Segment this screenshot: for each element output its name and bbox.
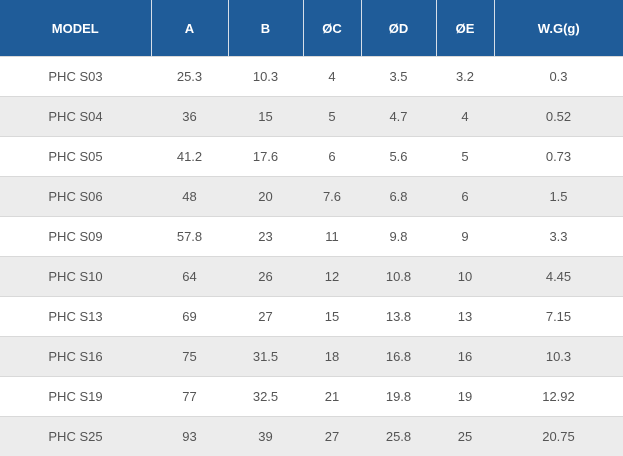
cell-diameter-e: 10 <box>436 257 494 297</box>
table-row: PHC S16 75 31.5 18 16.8 16 10.3 <box>0 337 623 377</box>
cell-b: 17.6 <box>228 137 303 177</box>
cell-diameter-d: 16.8 <box>361 337 436 377</box>
cell-diameter-c: 6 <box>303 137 361 177</box>
cell-diameter-d: 25.8 <box>361 417 436 456</box>
table-row: PHC S05 41.2 17.6 6 5.6 5 0.73 <box>0 137 623 177</box>
cell-a: 48 <box>151 177 228 217</box>
cell-weight: 10.3 <box>494 337 623 377</box>
cell-a: 69 <box>151 297 228 337</box>
cell-diameter-e: 25 <box>436 417 494 456</box>
cell-b: 10.3 <box>228 57 303 97</box>
cell-weight: 20.75 <box>494 417 623 456</box>
cell-diameter-d: 9.8 <box>361 217 436 257</box>
cell-weight: 0.3 <box>494 57 623 97</box>
cell-diameter-d: 4.7 <box>361 97 436 137</box>
cell-model: PHC S16 <box>0 337 151 377</box>
cell-diameter-d: 13.8 <box>361 297 436 337</box>
cell-diameter-e: 19 <box>436 377 494 417</box>
table-header-row: MODEL A B ØC ØD ØE W.G(g) <box>0 0 623 57</box>
table-row: PHC S04 36 15 5 4.7 4 0.52 <box>0 97 623 137</box>
cell-a: 25.3 <box>151 57 228 97</box>
header-model: MODEL <box>0 0 151 57</box>
cell-weight: 12.92 <box>494 377 623 417</box>
cell-weight: 3.3 <box>494 217 623 257</box>
cell-diameter-e: 16 <box>436 337 494 377</box>
cell-diameter-d: 19.8 <box>361 377 436 417</box>
header-diameter-e: ØE <box>436 0 494 57</box>
cell-b: 20 <box>228 177 303 217</box>
cell-diameter-c: 12 <box>303 257 361 297</box>
cell-b: 26 <box>228 257 303 297</box>
cell-diameter-e: 9 <box>436 217 494 257</box>
cell-model: PHC S03 <box>0 57 151 97</box>
cell-weight: 1.5 <box>494 177 623 217</box>
cell-diameter-c: 18 <box>303 337 361 377</box>
cell-diameter-d: 3.5 <box>361 57 436 97</box>
cell-a: 36 <box>151 97 228 137</box>
cell-diameter-d: 6.8 <box>361 177 436 217</box>
header-a: A <box>151 0 228 57</box>
cell-diameter-e: 4 <box>436 97 494 137</box>
cell-diameter-e: 13 <box>436 297 494 337</box>
cell-a: 57.8 <box>151 217 228 257</box>
cell-a: 41.2 <box>151 137 228 177</box>
cell-diameter-d: 5.6 <box>361 137 436 177</box>
cell-diameter-e: 3.2 <box>436 57 494 97</box>
cell-model: PHC S19 <box>0 377 151 417</box>
table-row: PHC S10 64 26 12 10.8 10 4.45 <box>0 257 623 297</box>
cell-a: 77 <box>151 377 228 417</box>
cell-model: PHC S10 <box>0 257 151 297</box>
header-diameter-c: ØC <box>303 0 361 57</box>
table-row: PHC S03 25.3 10.3 4 3.5 3.2 0.3 <box>0 57 623 97</box>
cell-diameter-e: 5 <box>436 137 494 177</box>
cell-weight: 0.52 <box>494 97 623 137</box>
cell-weight: 4.45 <box>494 257 623 297</box>
cell-diameter-e: 6 <box>436 177 494 217</box>
table-row: PHC S13 69 27 15 13.8 13 7.15 <box>0 297 623 337</box>
cell-diameter-c: 11 <box>303 217 361 257</box>
cell-b: 27 <box>228 297 303 337</box>
cell-model: PHC S25 <box>0 417 151 456</box>
cell-model: PHC S13 <box>0 297 151 337</box>
cell-model: PHC S09 <box>0 217 151 257</box>
table-row: PHC S19 77 32.5 21 19.8 19 12.92 <box>0 377 623 417</box>
cell-diameter-c: 21 <box>303 377 361 417</box>
cell-model: PHC S05 <box>0 137 151 177</box>
table-row: PHC S09 57.8 23 11 9.8 9 3.3 <box>0 217 623 257</box>
cell-a: 93 <box>151 417 228 456</box>
cell-b: 31.5 <box>228 337 303 377</box>
cell-b: 23 <box>228 217 303 257</box>
cell-a: 75 <box>151 337 228 377</box>
header-weight: W.G(g) <box>494 0 623 57</box>
cell-b: 32.5 <box>228 377 303 417</box>
cell-diameter-c: 15 <box>303 297 361 337</box>
cell-diameter-c: 27 <box>303 417 361 456</box>
cell-diameter-c: 4 <box>303 57 361 97</box>
cell-a: 64 <box>151 257 228 297</box>
header-diameter-d: ØD <box>361 0 436 57</box>
table-row: PHC S06 48 20 7.6 6.8 6 1.5 <box>0 177 623 217</box>
cell-model: PHC S06 <box>0 177 151 217</box>
table-row: PHC S25 93 39 27 25.8 25 20.75 <box>0 417 623 456</box>
cell-b: 39 <box>228 417 303 456</box>
cell-diameter-c: 5 <box>303 97 361 137</box>
cell-weight: 7.15 <box>494 297 623 337</box>
cell-model: PHC S04 <box>0 97 151 137</box>
cell-weight: 0.73 <box>494 137 623 177</box>
cell-diameter-d: 10.8 <box>361 257 436 297</box>
cell-b: 15 <box>228 97 303 137</box>
header-b: B <box>228 0 303 57</box>
cell-diameter-c: 7.6 <box>303 177 361 217</box>
